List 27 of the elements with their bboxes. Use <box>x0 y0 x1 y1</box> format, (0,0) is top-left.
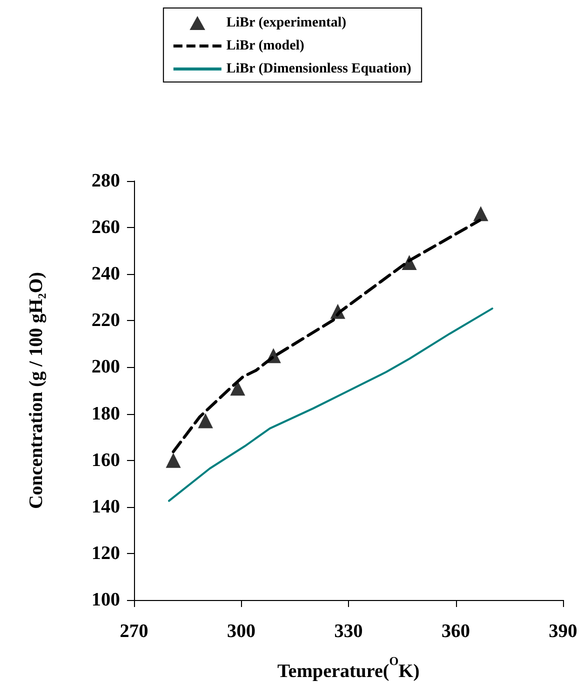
y-tick-label: 120 <box>92 542 120 564</box>
point <box>473 206 488 222</box>
point <box>166 452 181 468</box>
x-tick-label: 270 <box>120 621 148 642</box>
y-tick-label: 260 <box>92 217 120 238</box>
y-tick-label: 140 <box>92 496 120 518</box>
legend-label: LiBr (experimental) <box>226 16 347 30</box>
y-axis-title: Concentration (g / 100 gH₂O) <box>26 272 47 509</box>
x-tick-label: 360 <box>442 621 470 642</box>
y-tick-label: 220 <box>92 310 120 332</box>
point <box>198 413 213 428</box>
y-tick-label: 180 <box>92 403 120 424</box>
y-tick-label: 200 <box>92 356 120 378</box>
line-series <box>168 308 494 502</box>
y-tick-label: 100 <box>92 590 120 610</box>
legend-label: LiBr (Dimensionless Equation) <box>226 62 412 76</box>
point <box>230 380 246 396</box>
x-tick-label: 330 <box>334 621 363 642</box>
point <box>402 254 417 270</box>
y-tick-label: 240 <box>92 264 120 285</box>
y-tick-label: 280 <box>92 170 120 192</box>
x-tick-label: 300 <box>227 621 256 642</box>
legend-label: LiBr (model) <box>226 38 305 54</box>
point <box>330 304 346 319</box>
x-tick-label: 390 <box>548 621 578 642</box>
y-tick-label: 160 <box>92 450 120 471</box>
point <box>266 348 281 364</box>
